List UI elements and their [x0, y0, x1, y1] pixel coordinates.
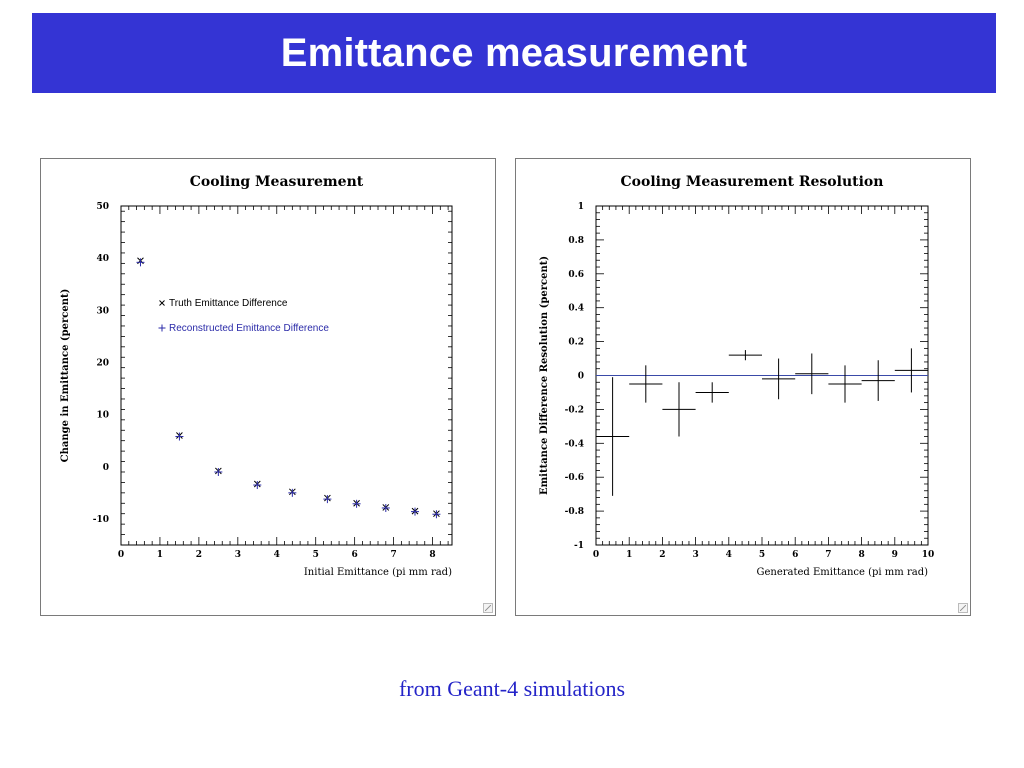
reconstructed-point [352, 499, 361, 508]
x-tick-label: 5 [313, 550, 319, 560]
reconstructed-point [253, 481, 262, 490]
y-axis-label: Change in Emittance (percent) [60, 289, 71, 463]
chart-title: Cooling Measurement Resolution [621, 174, 884, 190]
y-tick-label: -0.4 [565, 439, 584, 449]
plot-frame [120, 205, 453, 546]
caption: from Geant-4 simulations [0, 676, 1024, 702]
x-axis-label: Initial Emittance (pi mm rad) [304, 567, 452, 578]
x-tick-label: 3 [692, 550, 698, 560]
error-bar-point [894, 348, 928, 393]
reconstructed-point [323, 495, 332, 504]
y-tick-label: 1 [578, 202, 584, 212]
y-tick-label: -10 [93, 515, 109, 525]
reconstructed-point [288, 488, 297, 497]
y-tick-label: 0.6 [568, 270, 584, 280]
x-tick-label: 9 [892, 550, 898, 560]
y-tick-label: 10 [96, 411, 109, 421]
x-tick-label: 6 [792, 550, 798, 560]
y-tick-label: 0 [578, 372, 584, 382]
x-tick-label: 4 [274, 550, 280, 560]
resize-handle-icon[interactable] [483, 603, 493, 613]
caption-text: from Geant-4 simulations [398, 676, 626, 701]
x-tick-label: 2 [659, 550, 665, 560]
chart-title: Cooling Measurement [190, 174, 364, 190]
x-marker-stroke [159, 300, 165, 306]
x-tick-label: 3 [235, 550, 241, 560]
y-tick-label: -0.2 [565, 405, 584, 415]
x-tick-label: 10 [922, 550, 935, 560]
x-tick-label: 7 [390, 550, 396, 560]
y-tick-label: 20 [96, 358, 109, 368]
y-tick-label: 0 [103, 463, 109, 473]
x-tick-label: 1 [626, 550, 632, 560]
x-axis-label: Generated Emittance (pi mm rad) [756, 567, 928, 578]
reconstructed-point [214, 467, 223, 476]
y-tick-label: 0.8 [568, 236, 584, 246]
reconstructed-point [136, 258, 145, 267]
slide-title-bar: Emittance measurement [32, 13, 996, 93]
error-bar-point [795, 353, 829, 395]
error-bar-point [762, 358, 796, 400]
y-tick-label: -0.8 [565, 507, 584, 517]
y-tick-label: -0.6 [565, 473, 584, 483]
x-tick-label: 8 [429, 550, 435, 560]
error-bar-point [629, 365, 663, 403]
reconstructed-point [381, 503, 390, 512]
error-bar-point [662, 382, 696, 437]
y-axis-label: Emittance Difference Resolution (percent… [539, 256, 550, 495]
error-bar-point [861, 360, 895, 401]
x-tick-label: 1 [157, 550, 163, 560]
x-tick-label: 2 [196, 550, 202, 560]
y-tick-label: 0.2 [568, 338, 584, 348]
reconstructed-point [411, 507, 420, 516]
y-tick-label: 50 [96, 202, 109, 212]
x-tick-label: 0 [593, 550, 599, 560]
legend-truth-marker [159, 300, 165, 306]
x-tick-label: 4 [726, 550, 732, 560]
x-tick-label: 0 [118, 550, 124, 560]
error-bar-point [596, 377, 630, 496]
resize-handle-icon[interactable] [958, 603, 968, 613]
error-bar-point [828, 365, 862, 403]
cooling-resolution-chart: Cooling Measurement Resolution 0 1 2 3 4 5 6 7 8 9… [539, 174, 935, 578]
slide-title: Emittance measurement [280, 30, 748, 75]
legend-label: Reconstructed Emittance Difference [169, 323, 329, 334]
y-tick-label: 0.4 [568, 304, 584, 314]
x-tick-label: 5 [759, 550, 765, 560]
error-bar-point [728, 350, 762, 361]
x-tick-label: 6 [352, 550, 358, 560]
y-tick-label: -1 [574, 541, 584, 551]
cooling-resolution-panel: Cooling Measurement Resolution 0 1 2 3 4 5 6 7 8 9… [515, 158, 971, 616]
x-tick-label: 8 [858, 550, 864, 560]
y-tick-label: 30 [96, 306, 109, 316]
x-tick-label: 7 [825, 550, 831, 560]
legend-label: Truth Emittance Difference [169, 298, 288, 309]
error-bar-point [695, 382, 729, 403]
legend-reconstructed-marker [158, 324, 166, 332]
reconstructed-point [175, 432, 184, 441]
cooling-measurement-chart: Cooling Measurement 0 1 2 3 4 5 6 7 8 -10 0 10 20 30 40… [60, 174, 453, 578]
reconstructed-point [432, 510, 441, 519]
y-tick-label: 40 [96, 254, 109, 264]
cooling-measurement-panel: Cooling Measurement 0 1 2 3 4 5 6 7 8 -10 0 10 20 30 40… [40, 158, 496, 616]
